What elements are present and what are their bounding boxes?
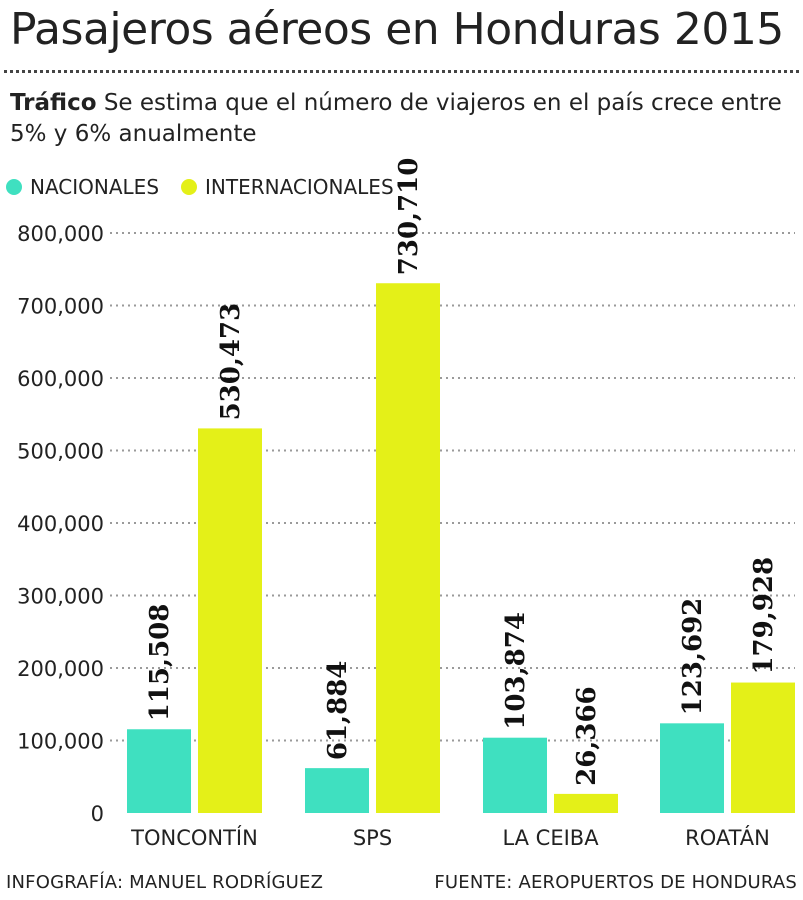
legend-label-internacionales: INTERNACIONALES [205,175,394,199]
footer-credit: INFOGRAFÍA: MANUEL RODRÍGUEZ [6,872,324,893]
chart-legend: NACIONALES INTERNACIONALES [6,175,416,199]
y-tick-label: 600,000 [17,367,104,391]
chart-title: Pasajeros aéreos en Honduras 2015 [10,4,784,55]
y-tick-label: 400,000 [17,512,104,536]
data-label-nacionales: 123,692 [678,598,708,716]
x-tick-label: SPS [353,826,392,850]
bar-nacionales [483,737,547,813]
y-tick-label: 800,000 [17,222,104,246]
y-tick-label: 700,000 [17,295,104,319]
legend-label-nacionales: NACIONALES [30,175,160,199]
data-label-nacionales: 103,874 [501,612,531,730]
bar-nacionales [127,729,191,813]
data-label-internacionales: 26,366 [572,686,602,786]
legend-swatch-nacionales [6,179,22,195]
footer-source: FUENTE: AEROPUERTOS DE HONDURAS [434,872,797,893]
subtitle-text: Se estima que el número de viajeros en e… [10,90,782,147]
data-label-nacionales: 61,884 [323,661,353,761]
x-tick-label: TONCONTÍN [130,825,258,850]
legend-swatch-internacionales [181,179,198,195]
data-label-internacionales: 179,928 [749,557,779,675]
data-label-internacionales: 730,710 [394,158,424,276]
subtitle-lead: Tráfico [10,90,97,116]
x-tick-label: ROATÁN [685,825,770,850]
chart-footer: INFOGRAFÍA: MANUEL RODRÍGUEZ FUENTE: AER… [6,872,797,893]
y-tick-label: 500,000 [17,440,104,464]
bar-chart: 0 100,000 200,000 300,000 400,000 500,000 600,… [17,158,795,850]
bar-internacionales [731,682,795,813]
title-divider [4,70,799,73]
bar-internacionales [554,793,618,813]
y-tick-label: 200,000 [17,657,104,681]
y-tick-label: 100,000 [17,730,104,754]
y-tick-label: 300,000 [17,585,104,609]
bar-internacionales [198,428,262,813]
bar-nacionales [660,723,724,813]
chart-subtitle: Tráfico Se estima que el número de viaje… [10,88,790,150]
bar-internacionales [376,283,440,814]
bar-nacionales [305,768,369,813]
y-tick-label: 0 [91,802,104,826]
data-label-nacionales: 115,508 [145,604,175,722]
legend-item-internacionales: INTERNACIONALES [181,175,394,199]
x-tick-label: LA CEIBA [502,826,599,850]
data-label-internacionales: 530,473 [216,303,246,421]
legend-item-nacionales: NACIONALES [6,175,159,199]
